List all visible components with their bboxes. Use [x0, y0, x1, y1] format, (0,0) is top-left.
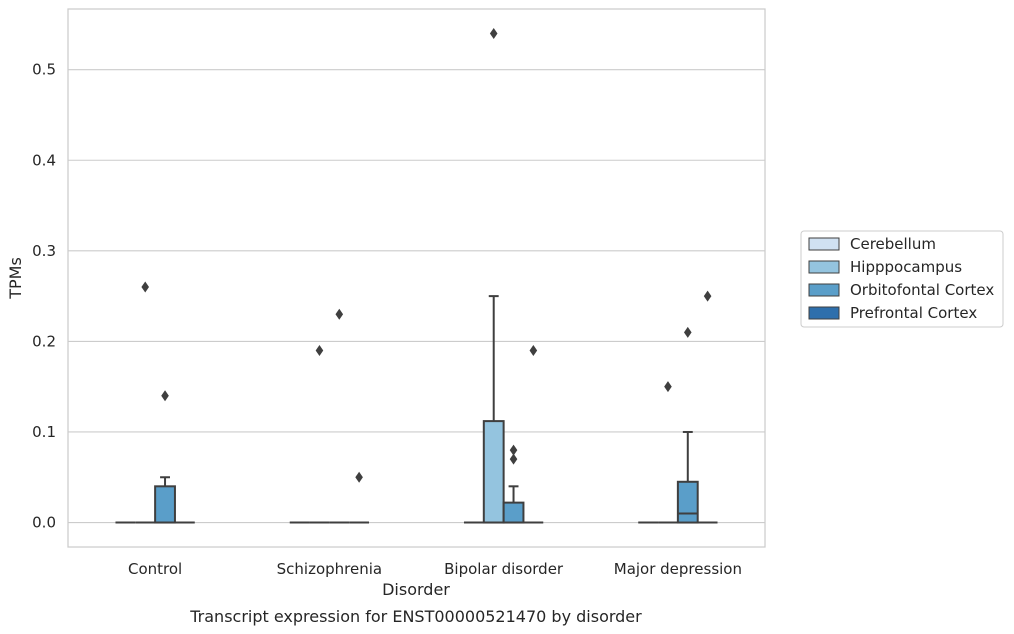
x-tick-label: Control: [128, 560, 182, 578]
box-prefrontal-cortex: [523, 344, 544, 524]
outlier-point: [161, 390, 169, 402]
legend-swatch: [808, 237, 840, 251]
outlier-point: [355, 471, 363, 483]
legend-swatch: [808, 283, 840, 297]
y-tick-label: 0.3: [32, 242, 56, 260]
box-body: [154, 485, 176, 524]
legend-swatch: [808, 260, 840, 274]
box-body: [482, 420, 505, 524]
x-axis-ticks: Control Schizophrenia Bipolar disorder Majo…: [128, 560, 742, 578]
box-hipppocampus: [135, 281, 156, 524]
y-tick-label: 0.5: [32, 61, 56, 79]
y-grid-lines: [68, 69, 765, 524]
x-tick-label: Schizophrenia: [277, 560, 382, 578]
box-plot-boxes: [115, 27, 718, 524]
outlier-point: [489, 27, 498, 39]
outlier-point: [664, 381, 672, 393]
outlier-point: [683, 326, 692, 338]
box-orbitofontal-cortex: [329, 308, 350, 524]
x-axis-label: Disorder: [382, 580, 450, 599]
y-axis-ticks: 0.0 0.1 0.2 0.3 0.4 0.5: [32, 61, 56, 532]
outlier-point: [141, 281, 150, 293]
outlier-point: [509, 444, 518, 456]
outlier-point: [335, 308, 344, 320]
plot-frame: [67, 8, 766, 548]
legend-frame: [800, 230, 1004, 328]
x-tick-label: Bipolar disorder: [444, 560, 564, 578]
y-tick-label: 0.4: [32, 151, 56, 169]
legend-entry: Hipppocampus: [850, 258, 962, 276]
legend-entry: Prefrontal Cortex: [850, 304, 977, 322]
box-hipppocampus: [482, 27, 505, 524]
outlier-point: [529, 344, 538, 356]
box-orbitofontal-cortex: [502, 444, 525, 524]
box-body: [676, 480, 699, 524]
x-tick-label: Major depression: [614, 560, 742, 578]
y-axis-label: TPMs: [6, 257, 25, 300]
outlier-point: [315, 344, 324, 356]
box-orbitofontal-cortex: [676, 326, 699, 524]
y-tick-label: 0.2: [32, 332, 56, 350]
box-hipppocampus: [658, 381, 678, 524]
legend-entry: Cerebellum: [850, 235, 936, 253]
box-prefrontal-cortex: [349, 471, 370, 524]
outlier-point: [703, 290, 712, 302]
y-tick-label: 0.0: [32, 514, 56, 532]
chart-title: Transcript expression for ENST0000052147…: [189, 607, 642, 626]
legend: Cerebellum Hipppocampus Orbitofontal Corte…: [800, 230, 1004, 328]
box-body: [502, 501, 525, 524]
legend-entry: Orbitofontal Cortex: [850, 281, 994, 299]
legend-swatch: [808, 306, 840, 320]
outlier-point: [509, 453, 518, 465]
box-hipppocampus: [309, 344, 330, 524]
box-prefrontal-cortex: [697, 290, 718, 524]
box-orbitofontal-cortex: [154, 390, 176, 524]
y-tick-label: 0.1: [32, 423, 56, 441]
